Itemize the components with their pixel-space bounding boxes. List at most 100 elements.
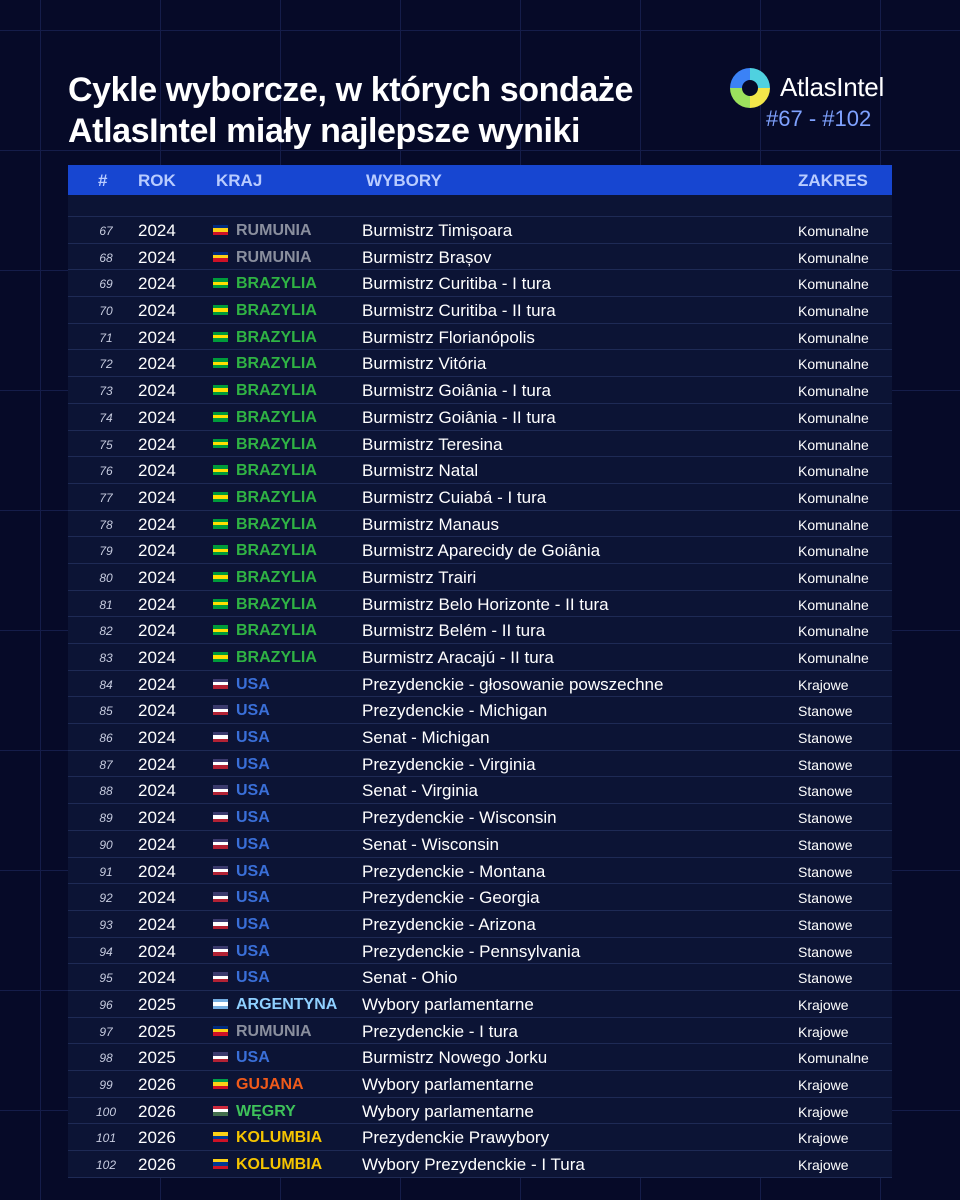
year: 2024	[138, 621, 176, 641]
row-number: 78	[99, 517, 113, 532]
flag	[213, 491, 228, 502]
flag-stripe	[213, 281, 228, 286]
flag-stripe	[213, 1139, 228, 1143]
year: 2024	[138, 407, 176, 427]
flag	[213, 732, 228, 743]
election: Senat - Ohio	[362, 968, 458, 988]
flag-stripe	[213, 418, 228, 422]
flag-stripe	[213, 445, 228, 449]
scope: Krajowe	[798, 1077, 849, 1093]
flag-stripe	[213, 1132, 228, 1136]
flag-stripe	[213, 762, 228, 766]
table-row: 77 2024 BRAZYLIA Burmistrz Cuiabá - I tura K…	[68, 484, 892, 511]
flag-stripe	[213, 361, 228, 366]
flag-stripe	[213, 838, 228, 843]
table-row: 88 2024 USA Senat - Virginia Stanowe	[68, 777, 892, 805]
year: 2024	[138, 754, 176, 774]
title-line: AtlasIntel miały najlepsze wyniki	[68, 112, 581, 150]
table-row: 72 2024 BRAZYLIA Burmistrz Vitória Komunalne	[68, 350, 892, 378]
year: 2024	[138, 834, 176, 854]
flag-stripe	[213, 358, 228, 362]
column-header: KRAJ	[216, 171, 263, 190]
row-number: 98	[99, 1051, 113, 1066]
country: WĘGRY	[236, 1102, 296, 1120]
flag-stripe	[213, 518, 228, 522]
flag	[213, 545, 228, 556]
country: USA	[236, 729, 270, 747]
flag-stripe	[213, 311, 228, 316]
table-row: 90 2024 USA Senat - Wisconsin Stanowe	[68, 831, 892, 858]
flag-stripe	[213, 732, 228, 736]
scope: Krajowe	[798, 996, 849, 1013]
row-number: 69	[99, 277, 113, 292]
scope: Komunalne	[798, 623, 869, 640]
flag-stripe	[213, 945, 228, 949]
country: RUMUNIA	[236, 248, 312, 266]
flag-stripe	[213, 631, 228, 636]
year: 2024	[138, 514, 176, 534]
row-number: 71	[99, 330, 113, 345]
row-number: 88	[99, 784, 113, 799]
year: 2025	[138, 1021, 176, 1041]
row-number: 100	[95, 1104, 117, 1119]
year: 2024	[138, 648, 176, 667]
scope: Komunalne	[798, 223, 869, 239]
table-row: 71 2024 BRAZYLIA Burmistrz Florianópolis Kom…	[68, 324, 892, 351]
election: Burmistrz Goiânia - II tura	[362, 407, 556, 427]
flag-stripe	[213, 1112, 228, 1116]
election: Wybory parlamentarne	[362, 1101, 534, 1121]
flag-stripe	[213, 1052, 228, 1056]
flag-stripe	[213, 735, 228, 739]
election: Burmistrz Belém - II tura	[362, 621, 546, 641]
row-number: 97	[99, 1024, 113, 1039]
table: # ROK KRAJ WYBORY ZAKRES 67 2024 RUMUNIA Bu…	[68, 165, 892, 1178]
table-row: 81 2024 BRAZYLIA Burmistrz Belo Horizonte -…	[68, 591, 892, 618]
table-row: 76 2024 BRAZYLIA Burmistrz Natal Komunalne	[68, 457, 892, 484]
country: BRAZYLIA	[236, 595, 317, 613]
flag-stripe	[213, 228, 228, 232]
flag-stripe	[213, 922, 228, 926]
flag-stripe	[213, 1105, 228, 1110]
flag-stripe	[213, 1032, 228, 1036]
row-number: 75	[99, 437, 113, 452]
flag-stripe	[213, 468, 228, 472]
flag	[213, 892, 228, 903]
flag-stripe	[213, 918, 228, 923]
country: BRAZYLIA	[236, 568, 317, 586]
country: BRAZYLIA	[236, 328, 317, 346]
country: ARGENTYNA	[236, 995, 338, 1013]
year: 2024	[138, 541, 176, 561]
flag-stripe	[213, 598, 228, 602]
flag	[213, 598, 228, 609]
election: Senat - Wisconsin	[362, 834, 499, 854]
election: Senat - Virginia	[362, 781, 478, 801]
election: Wybory parlamentarne	[362, 994, 534, 1014]
flag-stripe	[213, 1082, 228, 1086]
scope: Krajowe	[798, 676, 849, 693]
flag-stripe	[213, 678, 228, 683]
country: USA	[236, 1049, 270, 1067]
flag-stripe	[213, 605, 228, 609]
row-number: 83	[99, 651, 113, 665]
table-row: 101 2026 KOLUMBIA Prezydenckie Prawybory Kra…	[68, 1124, 892, 1152]
flag-stripe	[213, 738, 228, 743]
flag	[213, 812, 228, 823]
year: 2024	[138, 354, 176, 374]
flag	[213, 945, 228, 956]
flag-stripe	[213, 415, 228, 419]
table-row: 73 2024 BRAZYLIA Burmistrz Goiânia - I tura…	[68, 377, 892, 404]
brand: AtlasIntel	[780, 72, 884, 102]
table-row: 84 2024 USA Prezydenckie - głosowanie powsz…	[68, 671, 892, 698]
flag-stripe	[213, 948, 228, 953]
flag-stripe	[213, 1079, 228, 1083]
country: BRAZYLIA	[236, 408, 317, 426]
row-number: 92	[99, 891, 113, 906]
year: 2024	[138, 914, 176, 934]
year: 2024	[138, 221, 176, 240]
flag	[213, 225, 228, 235]
flag-stripe	[213, 925, 228, 929]
flag	[213, 998, 228, 1009]
flag-stripe	[213, 441, 228, 446]
election: Prezydenckie Prawybory	[362, 1128, 550, 1148]
flag-stripe	[213, 601, 228, 606]
